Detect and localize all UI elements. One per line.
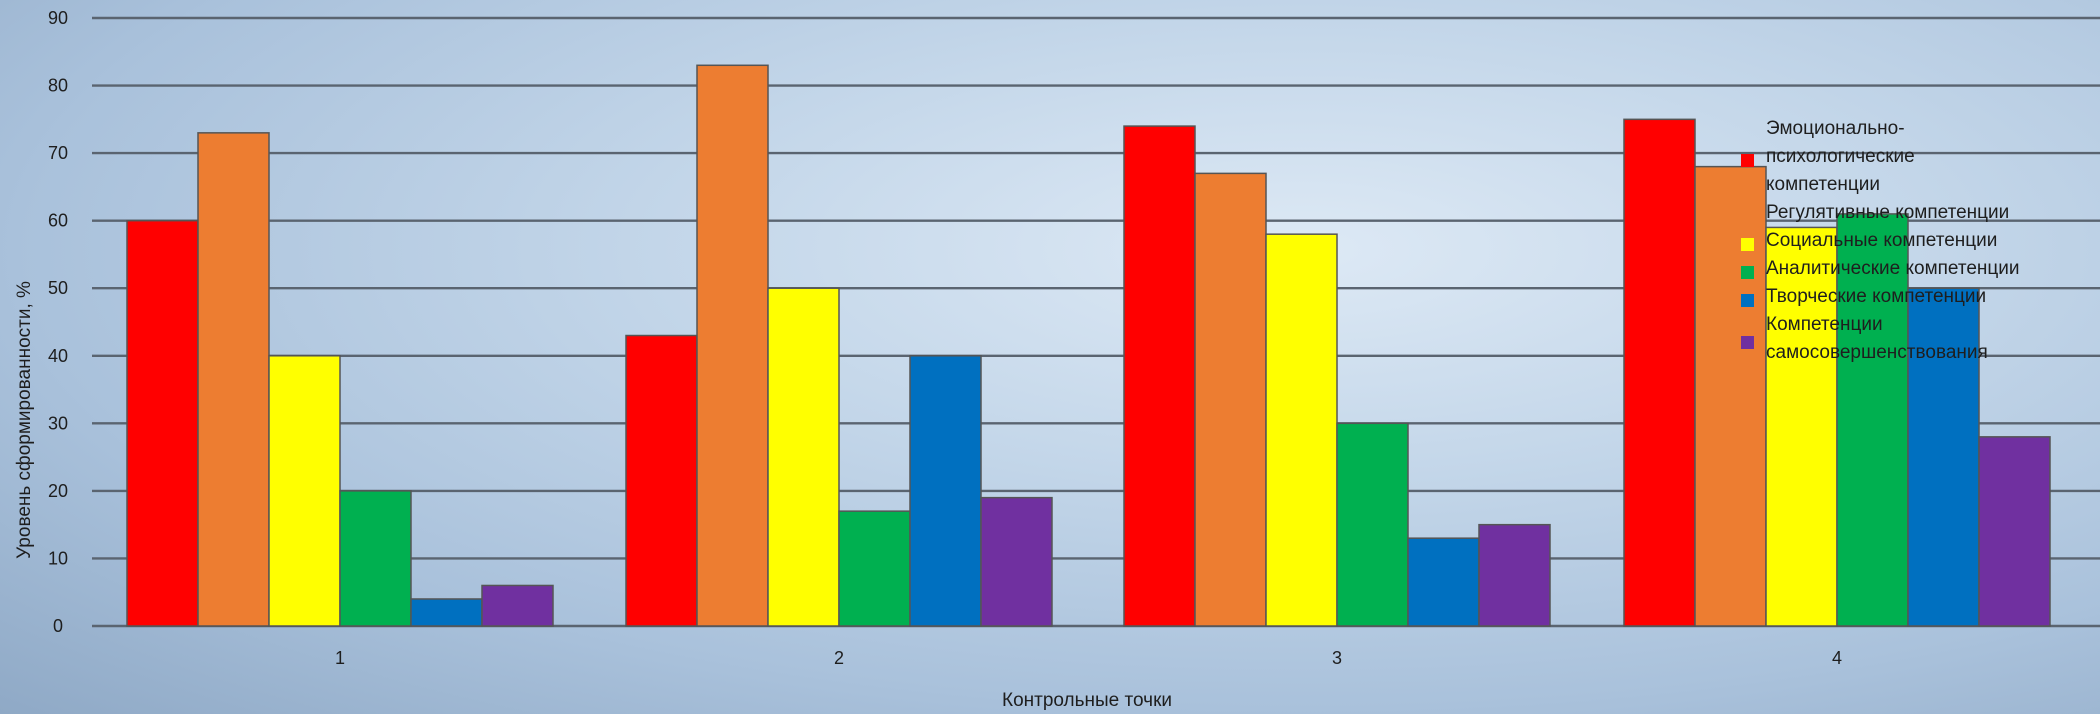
y-axis-title: Уровень сформированности, % [14,281,35,559]
legend-label: Аналитические компетенции [1766,258,2020,279]
legend-swatch [1741,238,1754,251]
x-tick-label: 2 [834,648,844,668]
bar [481,584,554,627]
bar [197,132,270,627]
bar [1907,287,1980,627]
x-axis-title: Контрольные точки [1002,690,1172,711]
y-tick-label: 60 [48,211,68,231]
legend-swatch [1741,294,1754,307]
legend-label: Социальные компетенции [1766,230,1997,251]
bar [1407,537,1480,627]
legend-swatch [1741,154,1754,167]
legend-label: Творческие компетенции [1766,286,1986,307]
y-tick-label: 90 [48,8,68,28]
y-tick-label: 70 [48,143,68,163]
bar [1978,436,2051,627]
bar [625,334,698,627]
bar [268,355,341,627]
y-tick-label: 50 [48,278,68,298]
legend-label: Эмоционально-психологические компетенции [1766,118,1915,195]
bar [1194,172,1267,627]
x-tick-label: 4 [1832,648,1842,668]
gridlines [92,16,2100,628]
legend-swatch [1741,210,1754,223]
y-tick-label: 10 [48,548,68,568]
bar [1836,213,1909,627]
y-tick-label: 20 [48,481,68,501]
bar [909,355,982,627]
bars [126,64,2051,627]
bar [1623,118,1696,627]
legend-label: Компетенции самосовершенствования [1766,314,1988,363]
legend-label: Регулятивные компетенции [1766,202,2009,223]
legend-swatch [1741,336,1754,349]
bar [838,510,911,627]
bar [1265,233,1338,627]
y-tick-label: 80 [48,76,68,96]
y-axis-ticks: 0 10 20 30 40 50 60 70 80 90 [48,8,68,636]
y-tick-label: 0 [53,616,63,636]
bar [696,64,769,627]
y-tick-label: 40 [48,346,68,366]
legend: Эмоционально-психологические компетенции Р… [1741,118,2020,363]
x-tick-label: 1 [335,648,345,668]
bar [980,496,1053,627]
bar [126,219,199,627]
legend-swatch [1741,266,1754,279]
x-tick-label: 3 [1332,648,1342,668]
bar [410,598,483,627]
bar [1123,125,1196,627]
bar [767,287,840,627]
y-tick-label: 30 [48,413,68,433]
x-axis-ticks: 1 2 3 4 [335,648,1842,668]
bar [1336,422,1409,627]
bar [1478,523,1551,627]
bar [339,490,412,627]
bar [1694,165,1767,627]
